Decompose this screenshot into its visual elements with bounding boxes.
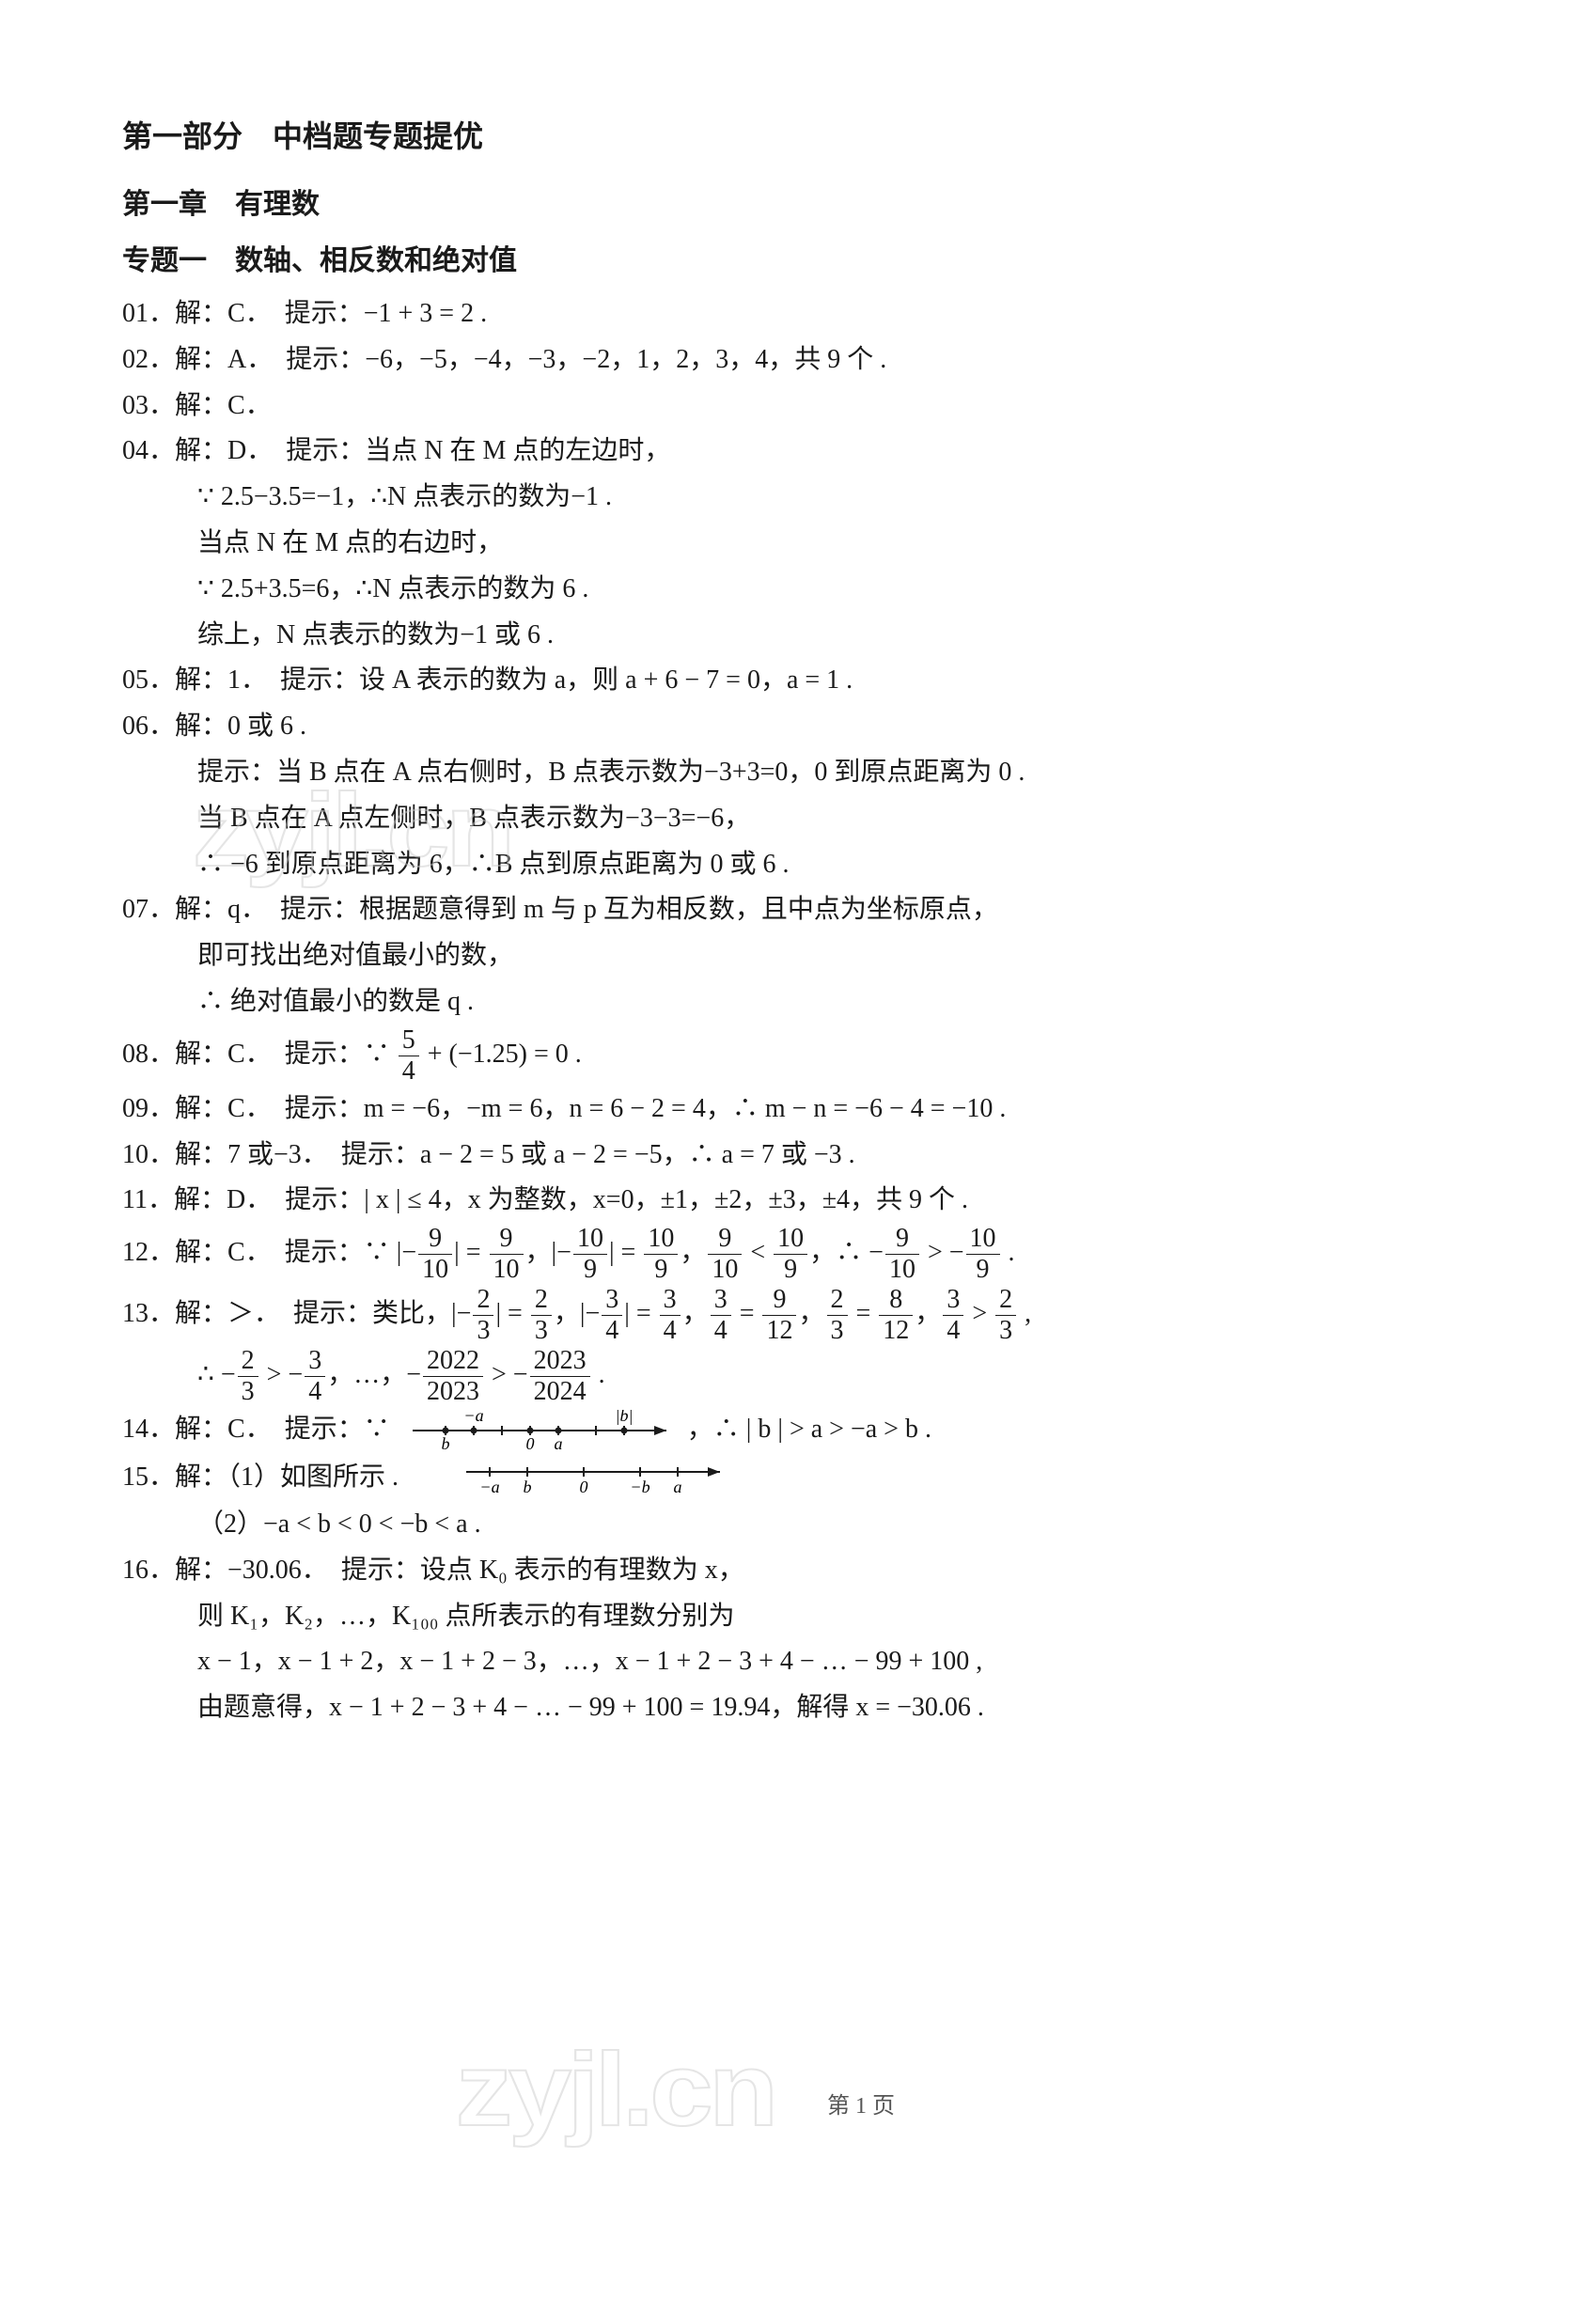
- q04-l2: ∵ 2.5−3.5=−1，∴N 点表示的数为−1 .: [122, 477, 1474, 519]
- q07-l2: 即可找出绝对值最小的数，: [122, 935, 1474, 977]
- q01: 01．解：C． 提示：−1 + 3 = 2 .: [122, 293, 1474, 336]
- q07-l3: ∴ 绝对值最小的数是 q .: [122, 981, 1474, 1024]
- q13-l1: 13．解：＞． 提示：类比，|−23| = 23，|−34| = 34，34 =…: [122, 1287, 1474, 1344]
- q16-l1: 16．解：−30.06． 提示：设点 K₀ 表示的有理数为 x，: [122, 1550, 1474, 1592]
- q15-l1: 15．解：（1）如图所示 . −ab0−ba: [122, 1457, 1474, 1500]
- q16-l4: 由题意得，x − 1 + 2 − 3 + 4 − … − 99 + 100 = …: [122, 1687, 1474, 1729]
- watermark-2: zyjl.cn: [456, 2030, 775, 2150]
- q04-l1: 04．解：D． 提示：当点 N 在 M 点的左边时，: [122, 430, 1474, 473]
- number-line-15: −a b 0 −b a: [462, 1458, 734, 1500]
- q10: 10．解：7 或−3． 提示：a − 2 = 5 或 a − 2 = −5，∴ …: [122, 1134, 1474, 1177]
- q06-l3: 当 B 点在 A 点左侧时，B 点表示数为−3−3=−6，: [122, 798, 1474, 840]
- svg-text:b: b: [441, 1434, 449, 1453]
- q16-l2: 则 K₁，K₂，…，K₁₀₀ 点所表示的有理数分别为: [122, 1596, 1474, 1638]
- q08: 08．解：C． 提示：∵ 54 + (−1.25) = 0 .: [122, 1027, 1474, 1085]
- q15-l2: （2）−a < b < 0 < −b < a .: [122, 1504, 1474, 1546]
- svg-text:−b: −b: [630, 1478, 649, 1496]
- svg-text:−a: −a: [463, 1410, 483, 1425]
- svg-text:|b|: |b|: [615, 1410, 633, 1425]
- q02: 02．解：A． 提示：−6，−5，−4，−3，−2，1，2，3，4，共 9 个 …: [122, 339, 1474, 382]
- page-footer: 第 1 页: [827, 2087, 895, 2119]
- svg-text:−a: −a: [479, 1478, 499, 1496]
- q07-l1: 07．解：q． 提示：根据题意得到 m 与 p 互为相反数，且中点为坐标原点，: [122, 889, 1474, 931]
- q12: 12．解：C． 提示：∵ |−910| = 910，|−109| = 109，9…: [122, 1226, 1474, 1283]
- part-title: 第一部分 中档题专题提优: [122, 113, 1474, 156]
- q16-l3: x − 1，x − 1 + 2，x − 1 + 2 − 3，…，x − 1 + …: [122, 1641, 1474, 1683]
- q04-l5: 综上，N 点表示的数为−1 或 6 .: [122, 615, 1474, 657]
- q03: 03．解：C．: [122, 385, 1474, 428]
- q09: 09．解：C． 提示：m = −6，−m = 6，n = 6 − 2 = 4，∴…: [122, 1088, 1474, 1131]
- q04-l3: 当点 N 在 M 点的右边时，: [122, 523, 1474, 565]
- topic-title: 专题一 数轴、相反数和绝对值: [122, 237, 1474, 278]
- q14: 14．解：C． 提示：∵ b−a0a|b| ，∴ | b | > a > −a …: [122, 1409, 1474, 1453]
- svg-text:a: a: [674, 1478, 682, 1496]
- chapter-title: 第一章 有理数: [122, 180, 1474, 222]
- q11: 11．解：D． 提示：| x | ≤ 4，x 为整数，x=0，±1，±2，±3，…: [122, 1180, 1474, 1222]
- number-line-14: b −a 0 a |b|: [408, 1409, 681, 1453]
- svg-text:0: 0: [580, 1478, 588, 1496]
- q13-l2: ∴ −23 > −34，…，−20222023 > −20232024 .: [122, 1348, 1474, 1405]
- q04-l4: ∵ 2.5+3.5=6，∴N 点表示的数为 6 .: [122, 569, 1474, 611]
- q06-l4: ∴ −6 到原点距离为 6，∴B 点到原点距离为 0 或 6 .: [122, 844, 1474, 886]
- svg-text:a: a: [554, 1434, 562, 1453]
- svg-text:0: 0: [525, 1434, 534, 1453]
- q06-l1: 06．解：0 或 6 .: [122, 706, 1474, 748]
- svg-text:b: b: [524, 1478, 532, 1496]
- q05: 05．解：1． 提示：设 A 表示的数为 a，则 a + 6 − 7 = 0，a…: [122, 660, 1474, 702]
- q06-l2: 提示：当 B 点在 A 点右侧时，B 点表示数为−3+3=0，0 到原点距离为 …: [122, 752, 1474, 794]
